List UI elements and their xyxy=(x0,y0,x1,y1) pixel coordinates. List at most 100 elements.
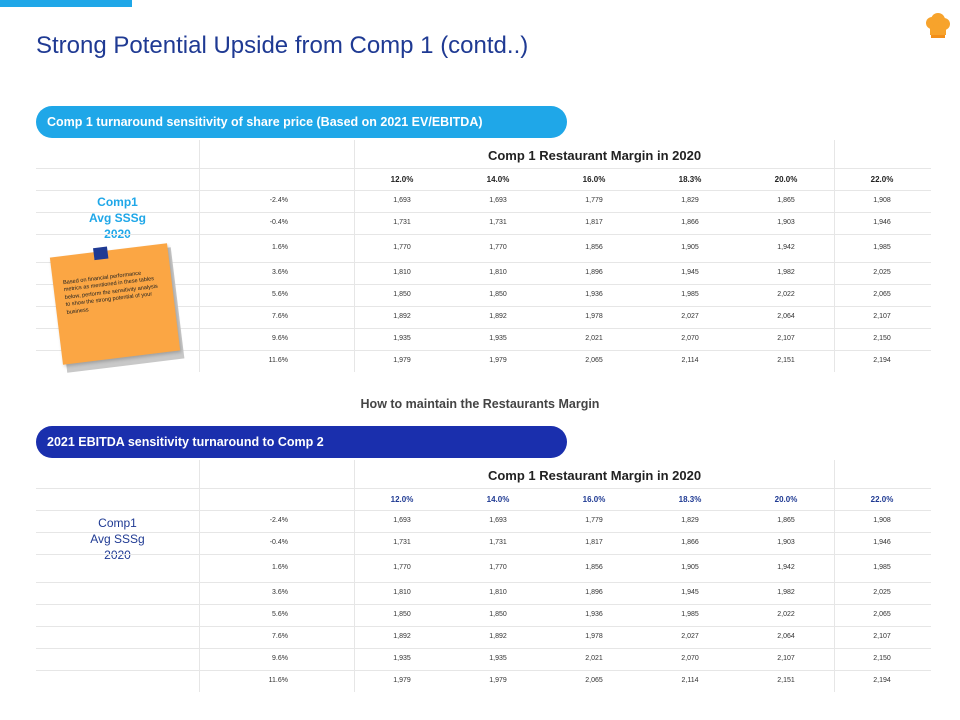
table-cell: 1,945 xyxy=(681,269,699,276)
row-label: 3.6% xyxy=(272,269,288,276)
table-cell: 1,979 xyxy=(393,357,411,364)
table-cell: 1,982 xyxy=(777,269,795,276)
table-cell: 1,693 xyxy=(393,517,411,524)
column-header: 16.0% xyxy=(582,175,606,184)
table-rule xyxy=(36,554,931,555)
table-cell: 1,946 xyxy=(873,219,891,226)
table-cell: 1,985 xyxy=(681,291,699,298)
table-cell: 1,946 xyxy=(873,539,891,546)
table-cell: 1,936 xyxy=(585,291,603,298)
table-cell: 1,985 xyxy=(873,244,891,251)
section-subheading: How to maintain the Restaurants Margin xyxy=(360,397,600,411)
table-cell: 1,908 xyxy=(873,197,891,204)
table-cell: 1,731 xyxy=(489,539,507,546)
table-cell: 1,985 xyxy=(681,611,699,618)
table-cell: 1,810 xyxy=(489,589,507,596)
table-cell: 2,065 xyxy=(873,291,891,298)
row-label: -0.4% xyxy=(269,539,288,546)
column-header: 22.0% xyxy=(870,495,894,504)
row-label: 7.6% xyxy=(272,633,288,640)
table-rule xyxy=(36,350,931,351)
table-cell: 2,065 xyxy=(585,677,603,684)
table-rule xyxy=(36,190,931,191)
table-cell: 1,979 xyxy=(489,357,507,364)
table-cell: 1,779 xyxy=(585,197,603,204)
table-cell: 1,982 xyxy=(777,589,795,596)
table-cell: 1,693 xyxy=(489,517,507,524)
table-cell: 1,850 xyxy=(393,611,411,618)
table-cell: 1,810 xyxy=(489,269,507,276)
table-cell: 2,150 xyxy=(873,655,891,662)
chef-hat-icon xyxy=(926,13,950,38)
table-cell: 1,865 xyxy=(777,517,795,524)
row-label: -2.4% xyxy=(269,517,288,524)
column-header: 18.3% xyxy=(678,495,702,504)
sticky-note: Based on financial performance metrics a… xyxy=(49,243,185,373)
table-cell: 1,865 xyxy=(777,197,795,204)
row-label: 9.6% xyxy=(272,335,288,342)
table-cell: 2,070 xyxy=(681,655,699,662)
table-cell: 1,985 xyxy=(873,564,891,571)
table-cell: 1,850 xyxy=(489,611,507,618)
section1-header-pill: Comp 1 turnaround sensitivity of share p… xyxy=(36,106,567,138)
table-cell: 1,856 xyxy=(585,244,603,251)
table-rule xyxy=(36,532,931,533)
table-rule xyxy=(36,262,931,263)
table-cell: 1,770 xyxy=(393,244,411,251)
table-cell: 1,935 xyxy=(489,655,507,662)
row-label: 11.6% xyxy=(268,677,288,684)
column-header: 12.0% xyxy=(390,495,414,504)
table-cell: 1,903 xyxy=(777,539,795,546)
table-cell: 2,022 xyxy=(777,291,795,298)
table-cell: 2,025 xyxy=(873,269,891,276)
column-header: 14.0% xyxy=(486,175,510,184)
table-cell: 1,978 xyxy=(585,313,603,320)
table-cell: 1,936 xyxy=(585,611,603,618)
column-header: 20.0% xyxy=(774,495,798,504)
table-rule xyxy=(36,510,931,511)
table-cell: 2,114 xyxy=(681,357,699,364)
table-cell: 1,850 xyxy=(489,291,507,298)
table-cell: 1,978 xyxy=(585,633,603,640)
table-cell: 1,942 xyxy=(777,244,795,251)
table-divider xyxy=(354,140,355,372)
table-cell: 1,817 xyxy=(585,539,603,546)
table-cell: 1,810 xyxy=(393,269,411,276)
table-rule xyxy=(36,626,931,627)
table-rule xyxy=(36,168,931,169)
table-cell: 2,064 xyxy=(777,633,795,640)
table-rule xyxy=(36,234,931,235)
table-cell: 1,935 xyxy=(393,655,411,662)
table-cell: 1,693 xyxy=(489,197,507,204)
table-cell: 2,107 xyxy=(873,633,891,640)
table-cell: 2,150 xyxy=(873,335,891,342)
table-rule xyxy=(36,648,931,649)
sticky-note-text: Based on financial performance metrics a… xyxy=(62,270,159,316)
table-cell: 2,151 xyxy=(777,357,795,364)
table-cell: 1,856 xyxy=(585,564,603,571)
table-divider xyxy=(199,140,200,372)
table-cell: 1,945 xyxy=(681,589,699,596)
table-cell: 2,065 xyxy=(873,611,891,618)
table-rule xyxy=(36,306,931,307)
table-cell: 2,151 xyxy=(777,677,795,684)
row-label: 1.6% xyxy=(272,244,288,251)
column-header: 22.0% xyxy=(870,175,894,184)
row-label: 5.6% xyxy=(272,291,288,298)
table-rule xyxy=(36,670,931,671)
table-divider xyxy=(354,460,355,692)
table-cell: 1,829 xyxy=(681,517,699,524)
table-cell: 2,027 xyxy=(681,313,699,320)
table-cell: 2,114 xyxy=(681,677,699,684)
table-divider xyxy=(199,460,200,692)
page-title: Strong Potential Upside from Comp 1 (con… xyxy=(36,32,529,59)
table-cell: 1,935 xyxy=(489,335,507,342)
table-cell: 1,935 xyxy=(393,335,411,342)
table-cell: 2,107 xyxy=(777,655,795,662)
table-cell: 1,770 xyxy=(393,564,411,571)
table-rule xyxy=(36,582,931,583)
table-cell: 1,905 xyxy=(681,564,699,571)
table-cell: 1,731 xyxy=(393,219,411,226)
table-cell: 1,810 xyxy=(393,589,411,596)
table-cell: 1,979 xyxy=(393,677,411,684)
